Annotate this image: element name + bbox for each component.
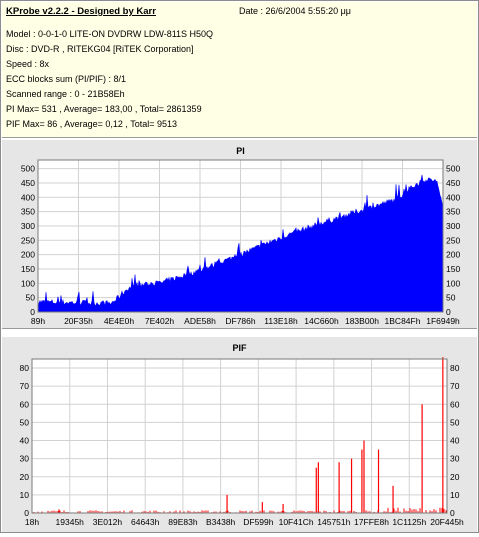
y-tick-label: 400 [21, 192, 35, 202]
pif-stats-line: PIF Max= 86 , Average= 0,12 , Total= 951… [6, 119, 178, 129]
y-tick-label: 0 [24, 508, 29, 518]
x-tick-label: 10F41Ch [279, 517, 314, 527]
x-tick-label: 17FFE8h [354, 517, 389, 527]
y-tick-label: 50 [20, 417, 30, 427]
x-tick-label: 64643h [131, 517, 160, 527]
x-tick-label: 183B00h [345, 316, 379, 326]
data-series [37, 174, 444, 313]
pi-chart: PI 0 0 50 50 100 100 150 150 200 200 250 250 300 300 35… [21, 146, 461, 326]
y-tick-label: 10 [20, 490, 30, 500]
x-tick-label: 89E83h [168, 517, 198, 527]
y-tick-label: 450 [21, 178, 35, 188]
pi-stats-line: PI Max= 531 , Average= 183,00 , Total= 2… [6, 104, 202, 114]
plot-border [31, 358, 448, 514]
disc-info-panel: KProbe v2.2.2 - Designed by Karr Date : … [2, 2, 477, 138]
x-tick-label: 3E012h [93, 517, 123, 527]
y-tick-label: 150 [21, 264, 35, 274]
y-tick-label: 30 [20, 454, 30, 464]
x-tick-label: 89h [31, 316, 45, 326]
x-tick-label: 7E402h [145, 316, 175, 326]
y-tick-label-right: 250 [446, 235, 460, 245]
y-tick-label: 350 [21, 207, 35, 217]
pif-chart-panel: PIF 0 0 10 10 20 20 30 30 40 40 50 50 60 60 70 70 80 80 18h… [2, 337, 477, 532]
separator [2, 329, 477, 337]
y-tick-label-right: 450 [446, 178, 460, 188]
y-tick-label: 500 [21, 164, 35, 174]
y-tick-label: 300 [21, 221, 35, 231]
y-tick-label: 100 [21, 278, 35, 288]
chart-title: PI [236, 146, 245, 156]
x-tick-label: 4E4E0h [104, 316, 135, 326]
scan-date: Date : 26/6/2004 5:55:20 μμ [239, 6, 351, 16]
y-tick-label-right: 40 [450, 436, 460, 446]
x-tick-label: 1F6949h [426, 316, 460, 326]
y-tick-label-right: 300 [446, 221, 460, 231]
y-tick-label: 70 [20, 381, 30, 391]
y-tick-label: 250 [21, 235, 35, 245]
x-tick-label: DF599h [243, 517, 274, 527]
y-tick-label: 40 [20, 436, 30, 446]
pi-area [37, 174, 444, 313]
model-line: Model : 0-0-1-0 LITE-ON DVDRW LDW-811S H… [6, 29, 214, 39]
y-tick-label-right: 70 [450, 381, 460, 391]
x-tick-label: ADE58h [184, 316, 216, 326]
plot-area [32, 359, 447, 513]
y-tick-label-right: 500 [446, 164, 460, 174]
x-tick-label: 20F445h [430, 517, 464, 527]
x-tick-label: B3438h [206, 517, 236, 527]
pif-chart: PIF 0 0 10 10 20 20 30 30 40 40 50 50 60 60 70 70 80 80 18h… [20, 343, 465, 527]
x-tick-label: 18h [25, 517, 39, 527]
x-tick-label: 113E18h [264, 316, 298, 326]
chart-title: PIF [232, 343, 247, 353]
y-tick-label-right: 80 [450, 363, 460, 373]
x-tick-label: 145751h [317, 517, 350, 527]
scanned-range-line: Scanned range : 0 - 21B58Eh [6, 89, 125, 99]
y-tick-label-right: 350 [446, 207, 460, 217]
x-tick-label: 19345h [56, 517, 85, 527]
y-tick-label-right: 30 [450, 454, 460, 464]
y-tick-label-right: 400 [446, 192, 460, 202]
y-tick-label-right: 100 [446, 278, 460, 288]
y-tick-label-right: 20 [450, 472, 460, 482]
y-tick-label-right: 10 [450, 490, 460, 500]
x-tick-label: 1BC84Fh [385, 316, 421, 326]
y-tick-label-right: 150 [446, 264, 460, 274]
y-tick-label-right: 60 [450, 399, 460, 409]
y-tick-label: 50 [26, 293, 36, 303]
y-tick-label: 0 [30, 307, 35, 317]
y-tick-label-right: 0 [446, 307, 451, 317]
x-tick-label: 14C660h [304, 316, 339, 326]
y-tick-label-right: 50 [446, 293, 456, 303]
y-tick-label: 80 [20, 363, 30, 373]
y-tick-label-right: 200 [446, 250, 460, 260]
y-tick-label-right: 50 [450, 417, 460, 427]
y-tick-label: 20 [20, 472, 30, 482]
plot-border [37, 159, 444, 313]
speed-line: Speed : 8x [6, 59, 50, 69]
pi-chart-panel: PI 0 0 50 50 100 100 150 150 200 200 250 250 300 300 35… [2, 140, 477, 329]
y-tick-label: 200 [21, 250, 35, 260]
ecc-line: ECC blocks sum (PI/PIF) : 8/1 [6, 74, 127, 84]
x-tick-label: DF786h [225, 316, 256, 326]
y-tick-label: 60 [20, 399, 30, 409]
x-tick-label: 20F35h [64, 316, 93, 326]
app-title: KProbe v2.2.2 - Designed by Karr [6, 6, 156, 17]
x-tick-label: 1C1125h [392, 517, 426, 527]
y-tick-label-right: 0 [450, 508, 455, 518]
disc-line: Disc : DVD-R , RITEKG04 [RiTEK Corporati… [6, 44, 194, 54]
